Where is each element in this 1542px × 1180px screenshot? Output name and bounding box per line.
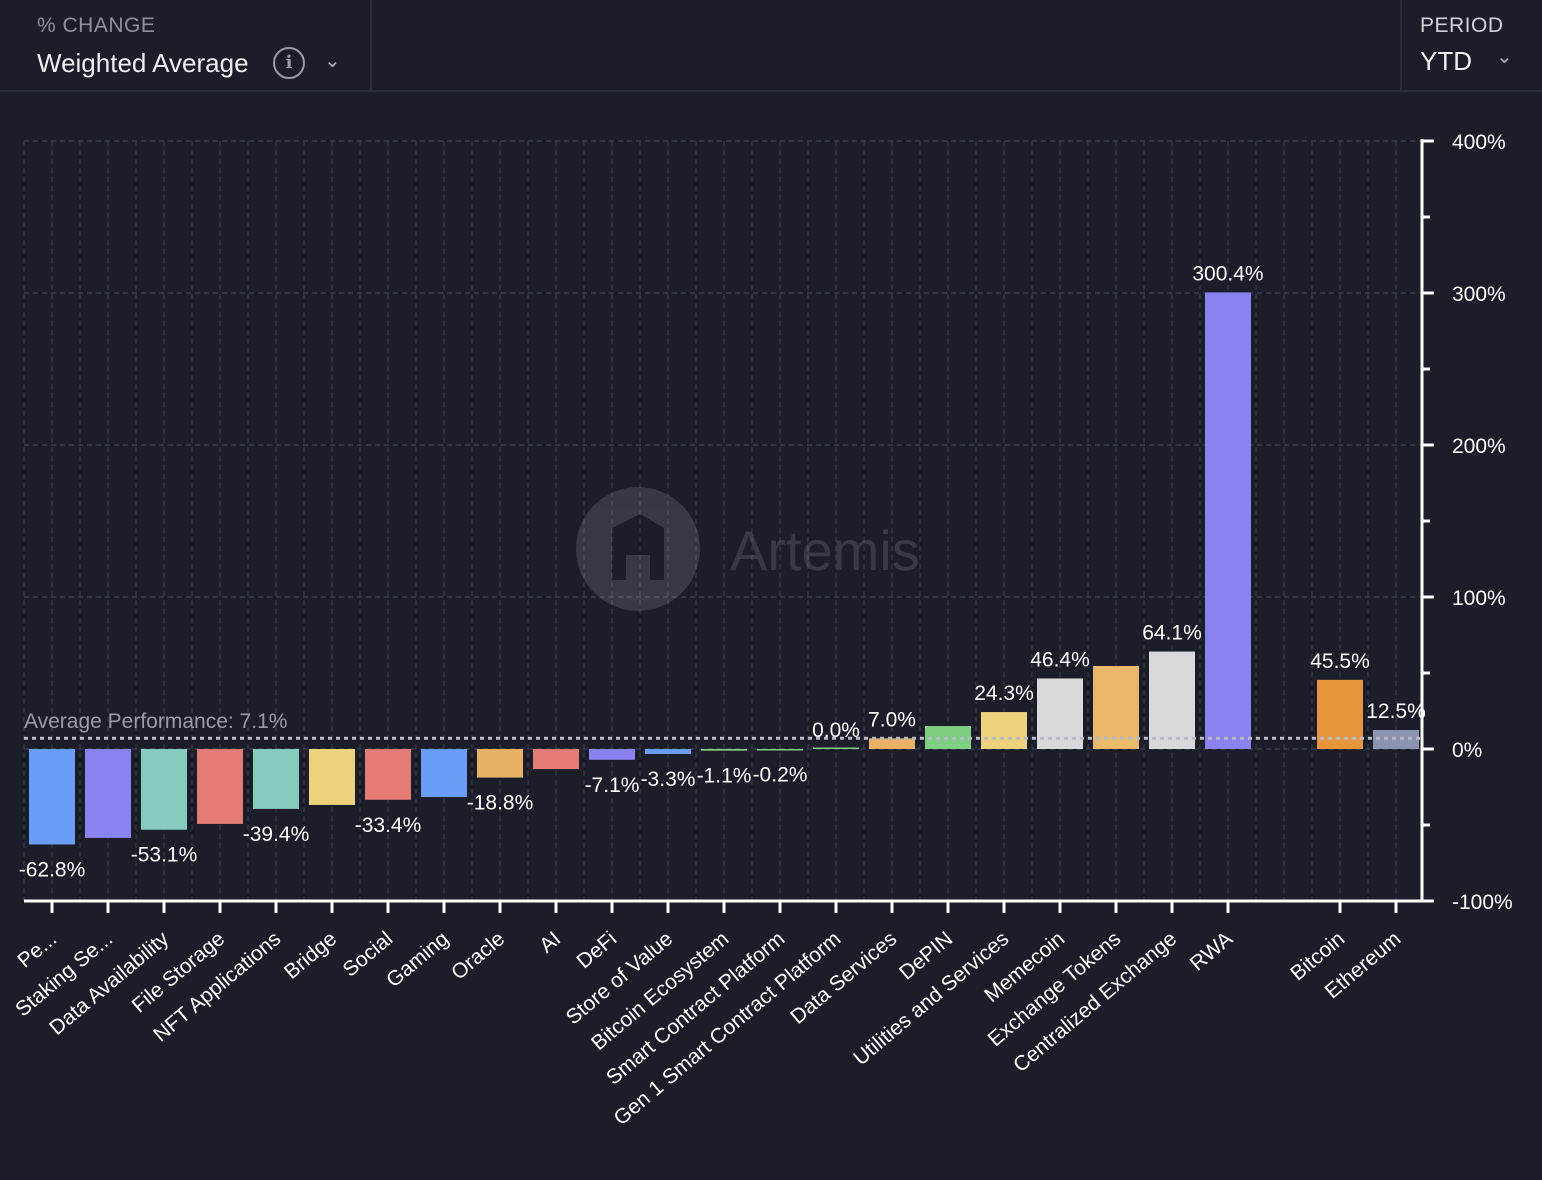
data-label: 64.1% (1142, 622, 1202, 645)
x-tick-label: Oracle (447, 927, 509, 984)
bar[interactable] (477, 749, 523, 778)
artemis-logo-icon (576, 487, 700, 611)
x-tick-label: RWA (1186, 927, 1237, 975)
chevron-down-icon[interactable]: ⌄ (324, 50, 341, 72)
x-tick-label: Pe... (13, 927, 61, 972)
y-tick-label: 100% (1452, 587, 1506, 610)
x-tick-label: AI (535, 927, 565, 957)
bar[interactable] (1205, 292, 1251, 749)
data-label: 46.4% (1030, 648, 1090, 671)
bar[interactable] (197, 749, 243, 824)
data-label: 45.5% (1310, 650, 1370, 673)
y-tick-label: 400% (1452, 131, 1506, 154)
chevron-down-icon[interactable]: ⌄ (1496, 46, 1513, 68)
y-tick-label: 200% (1452, 435, 1506, 458)
metric-label: % CHANGE (37, 14, 156, 37)
bar[interactable] (869, 738, 915, 749)
bar[interactable] (1093, 666, 1139, 749)
bar[interactable] (757, 749, 803, 751)
data-label: 300.4% (1192, 262, 1263, 285)
data-label: -62.8% (19, 858, 86, 881)
data-label: -1.1% (697, 765, 752, 788)
bar[interactable] (253, 749, 299, 809)
info-icon[interactable]: i (273, 47, 305, 79)
bar[interactable] (309, 749, 355, 805)
header: % CHANGE Weighted Average i ⌄ PERIOD YTD… (0, 0, 1542, 92)
y-tick-label: 300% (1452, 283, 1506, 306)
period-value: YTD (1420, 46, 1472, 76)
x-tick-label: DeFi (572, 927, 621, 973)
data-label: -39.4% (243, 823, 310, 846)
data-label: 24.3% (974, 682, 1034, 705)
bar[interactable] (701, 749, 747, 751)
data-label: -53.1% (131, 844, 198, 867)
metric-selector[interactable]: % CHANGE Weighted Average i ⌄ (0, 0, 372, 90)
y-tick-label: -100% (1452, 891, 1513, 914)
data-label: -7.1% (585, 774, 640, 797)
bar[interactable] (29, 749, 75, 845)
period-selector[interactable]: PERIOD YTD ⌄ (1400, 0, 1542, 90)
bar[interactable] (589, 749, 635, 760)
x-tick-label: Bridge (280, 927, 341, 984)
metric-value: Weighted Average (37, 48, 249, 78)
data-label: -33.4% (355, 814, 422, 837)
bar[interactable] (85, 749, 131, 838)
data-label: 12.5% (1366, 700, 1426, 723)
period-label: PERIOD (1420, 14, 1504, 37)
data-label: 7.0% (868, 708, 916, 731)
x-tick-label: Gaming (382, 927, 453, 992)
bar[interactable] (421, 749, 467, 798)
bar[interactable] (981, 712, 1027, 749)
watermark: Artemis (576, 487, 920, 611)
data-label: -18.8% (467, 792, 534, 815)
watermark-text: Artemis (730, 519, 920, 582)
bar[interactable] (813, 747, 859, 750)
data-label: -3.3% (641, 768, 696, 791)
bar[interactable] (141, 749, 187, 830)
bar[interactable] (365, 749, 411, 800)
average-label: Average Performance: 7.1% (24, 710, 287, 733)
bar[interactable] (1149, 651, 1195, 749)
bar[interactable] (533, 749, 579, 770)
data-label: -0.2% (753, 763, 808, 786)
bar[interactable] (645, 749, 691, 755)
y-tick-label: 0% (1452, 739, 1482, 762)
